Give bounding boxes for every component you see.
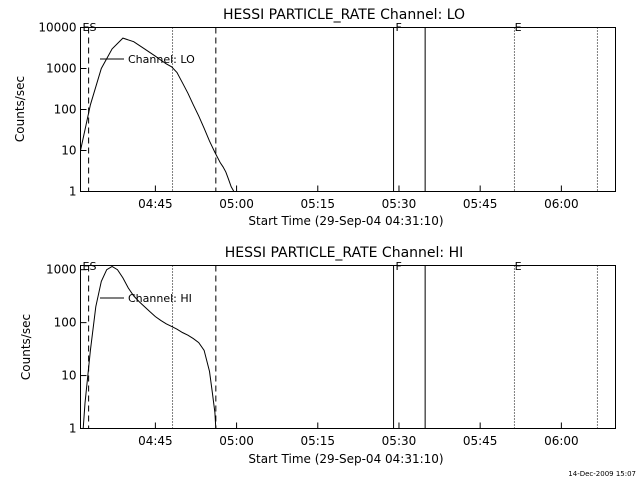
y-tick-label: 1 <box>69 422 77 436</box>
panel-hi: HESSI PARTICLE_RATE Channel: HI Counts/s… <box>19 245 616 466</box>
chart-title: HESSI PARTICLE_RATE Channel: HI <box>225 245 463 261</box>
series-line-hi <box>82 265 217 429</box>
y-tick-label: 1 <box>69 185 77 199</box>
x-tick-label: 05:15 <box>300 434 335 448</box>
y-tick-label: 1000 <box>46 62 77 76</box>
x-ticks: 04:45 05:00 05:15 05:30 05:45 06:00 <box>138 185 579 211</box>
x-tick-label: 06:00 <box>544 434 579 448</box>
interval-label: E <box>515 260 522 273</box>
x-tick-label: 04:45 <box>138 197 173 211</box>
plot-frame <box>80 265 616 429</box>
interval-label: E <box>515 21 522 34</box>
chart-title: HESSI PARTICLE_RATE Channel: LO <box>223 7 465 23</box>
y-axis-label: Counts/sec <box>19 314 33 380</box>
x-ticks: 04:45 05:00 05:15 05:30 05:45 06:00 <box>138 422 579 448</box>
y-ticks: 1 10 100 1000 10000 <box>38 21 87 199</box>
y-tick-label: 100 <box>54 316 77 330</box>
legend: Channel: HI <box>100 292 192 305</box>
footer-timestamp: 14-Dec-2009 15:07 <box>568 470 636 478</box>
panel-lo: HESSI PARTICLE_RATE Channel: LO Counts/s… <box>13 7 616 228</box>
interval-label: F <box>396 21 402 34</box>
x-tick-label: 06:00 <box>544 197 579 211</box>
y-tick-label: 10000 <box>38 21 76 35</box>
x-tick-label: 04:45 <box>138 434 173 448</box>
interval-label: F <box>396 260 402 273</box>
x-axis-label: Start Time (29-Sep-04 04:31:10) <box>248 452 443 466</box>
x-tick-label: 05:15 <box>300 197 335 211</box>
x-tick-label: 05:45 <box>463 197 498 211</box>
x-tick-label: 05:45 <box>463 434 498 448</box>
interval-labels: ES F E <box>83 21 522 34</box>
time-markers <box>88 27 598 192</box>
interval-label: ES <box>83 260 97 273</box>
legend-label: Channel: LO <box>128 53 195 66</box>
x-tick-label: 05:00 <box>219 434 254 448</box>
time-markers <box>88 265 598 429</box>
y-tick-label: 1000 <box>46 263 77 277</box>
y-tick-label: 100 <box>54 103 77 117</box>
x-tick-label: 05:00 <box>219 197 254 211</box>
interval-label: ES <box>83 21 97 34</box>
x-axis-label: Start Time (29-Sep-04 04:31:10) <box>248 214 443 228</box>
y-axis-label: Counts/sec <box>13 76 27 142</box>
y-tick-label: 10 <box>61 369 76 383</box>
y-tick-label: 10 <box>61 144 76 158</box>
legend-label: Channel: HI <box>128 292 192 305</box>
y-ticks: 1 10 100 1000 <box>46 263 87 436</box>
x-tick-label: 05:30 <box>382 434 417 448</box>
series-line-lo <box>80 37 235 192</box>
interval-labels: ES F E <box>83 260 522 273</box>
legend: Channel: LO <box>100 53 195 66</box>
x-tick-label: 05:30 <box>382 197 417 211</box>
